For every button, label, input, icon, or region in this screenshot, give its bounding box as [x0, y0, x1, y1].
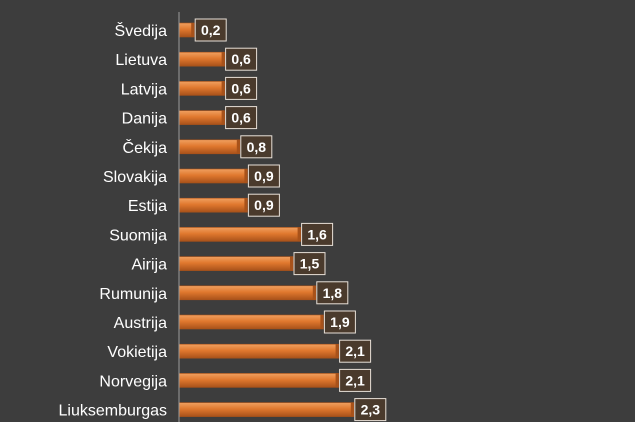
bar-end-cap: [297, 227, 301, 242]
bar-end-cap: [236, 139, 240, 154]
data-label-box: [225, 47, 258, 71]
bar-end-cap: [221, 110, 225, 125]
bar-end-cap: [335, 344, 339, 359]
data-label-box: [247, 164, 280, 188]
bars-layer: Švedija 0,2 Lietuva 0,6 Latvija 0,6 Danija 0,6 Č…: [59, 18, 387, 422]
bar: [178, 139, 241, 155]
bar: [178, 81, 225, 96]
data-label: 0,8: [247, 139, 267, 155]
category-label: Airija: [131, 257, 167, 274]
category-label: Liuksemburgas: [59, 403, 168, 420]
bar-end-cap: [191, 23, 195, 37]
data-label-box: [247, 193, 280, 217]
bar-end-cap: [335, 373, 339, 388]
data-label-box: [301, 222, 334, 246]
category-label: Lietuva: [115, 52, 167, 69]
bar-end-cap: [290, 256, 293, 271]
data-label: 0,2: [201, 22, 221, 38]
bar-end-cap: [244, 198, 248, 213]
data-label: 0,6: [231, 51, 251, 67]
bar: [178, 343, 339, 359]
data-label: 1,9: [330, 314, 350, 330]
category-label: Latvija: [121, 81, 167, 98]
data-label-box: [354, 398, 387, 422]
category-label: Estija: [128, 198, 167, 215]
category-label: Austrija: [114, 315, 167, 332]
data-label: 1,5: [300, 256, 320, 272]
data-label-box: [323, 310, 356, 334]
data-label: 0,9: [254, 168, 274, 184]
bar: [178, 373, 339, 388]
bar: [178, 168, 248, 184]
category-label: Suomija: [109, 227, 167, 244]
data-label-box: [293, 252, 326, 276]
data-label: 0,9: [254, 197, 274, 213]
category-label: Danija: [122, 111, 167, 128]
bar: [178, 256, 294, 271]
category-label: Čekija: [123, 138, 168, 157]
data-label: 0,6: [231, 80, 251, 96]
bar-end-cap: [350, 402, 354, 417]
bar: [178, 314, 324, 330]
data-label-box: [225, 76, 258, 100]
bar-end-cap: [221, 81, 225, 96]
data-label-box: [240, 135, 273, 159]
data-label: 2,1: [345, 372, 365, 388]
bar: [178, 285, 317, 301]
category-label: Slovakija: [103, 169, 167, 186]
data-label-box: [225, 106, 258, 130]
bar: [178, 402, 355, 417]
data-label: 0,6: [231, 110, 251, 126]
bar-end-cap: [312, 285, 316, 300]
bar-end-cap: [320, 315, 324, 329]
category-label: Norvegija: [99, 373, 167, 390]
data-label: 2,1: [345, 343, 365, 359]
data-label-box: [194, 18, 227, 42]
bar-end-cap: [244, 169, 248, 183]
data-label-box: [316, 281, 349, 305]
bar: [178, 227, 301, 242]
category-label: Švedija: [115, 21, 168, 40]
bar: [178, 197, 248, 213]
category-label: Vokietija: [107, 344, 167, 361]
data-label: 1,8: [323, 285, 343, 301]
data-label: 1,6: [307, 226, 327, 242]
data-label-box: [339, 368, 372, 392]
category-label: Rumunija: [99, 286, 167, 303]
data-label-box: [339, 339, 372, 363]
bar: [178, 110, 225, 125]
bar-end-cap: [221, 52, 225, 67]
bar: [178, 51, 225, 67]
data-label: 2,3: [361, 402, 381, 418]
